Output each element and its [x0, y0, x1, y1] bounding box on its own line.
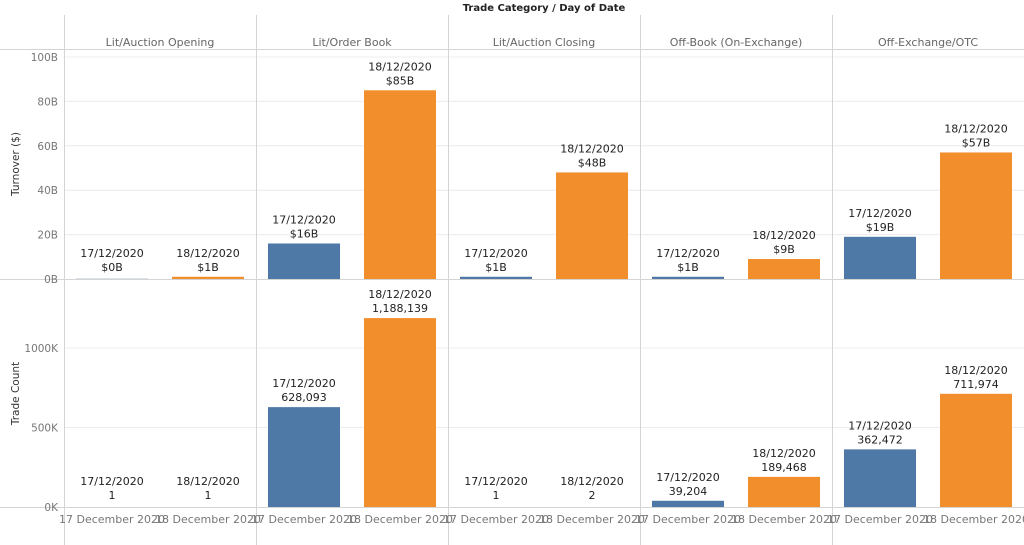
panel-header: Lit/Auction Opening: [106, 36, 215, 49]
panel-header: Off-Book (On-Exchange): [670, 36, 803, 49]
x-tick-label: 17 December 2020: [827, 513, 933, 526]
bar: [844, 449, 916, 507]
bar: [556, 172, 628, 279]
panel-header: Lit/Auction Closing: [493, 36, 596, 49]
bar-date-label: 17/12/2020: [656, 247, 719, 260]
bar-value-label: $19B: [866, 221, 895, 234]
bar: [652, 276, 724, 279]
x-tick-label: 17 December 2020: [635, 513, 741, 526]
bar-date-label: 18/12/2020: [368, 60, 431, 73]
bar-value-label: 2: [589, 489, 596, 502]
panel-header: Off-Exchange/OTC: [878, 36, 978, 49]
bar-date-label: 18/12/2020: [560, 142, 623, 155]
bar: [268, 243, 340, 279]
bar-date-label: 18/12/2020: [176, 247, 239, 260]
x-tick-label: 17 December 2020: [59, 513, 165, 526]
bar-date-label: 17/12/2020: [848, 419, 911, 432]
bar-date-label: 17/12/2020: [272, 213, 335, 226]
bar-date-label: 18/12/2020: [752, 229, 815, 242]
y-tick-label: 1000K: [24, 343, 59, 355]
bar: [748, 476, 820, 507]
panel-frame: [0, 15, 1024, 545]
bar-value-label: $16B: [290, 227, 319, 240]
bar: [172, 276, 244, 279]
x-tick-label: 17 December 2020: [251, 513, 357, 526]
bar: [268, 407, 340, 507]
x-tick-label: 18 December 2020: [539, 513, 645, 526]
bar-value-label: 711,974: [953, 378, 999, 391]
bar: [844, 236, 916, 279]
y-axis-title: Trade Count: [10, 362, 22, 426]
bar-date-label: 18/12/2020: [368, 288, 431, 301]
bar-value-label: 362,472: [857, 433, 903, 446]
bar-date-label: 17/12/2020: [656, 471, 719, 484]
bar-date-label: 18/12/2020: [560, 475, 623, 488]
bar: [460, 276, 532, 279]
bar-value-label: $1B: [677, 261, 699, 274]
bar-value-label: 628,093: [281, 391, 327, 404]
bar-value-label: 189,468: [761, 461, 807, 474]
bar-value-label: $1B: [197, 261, 219, 274]
bar-date-label: 17/12/2020: [848, 207, 911, 220]
y-axis-title: Turnover ($): [10, 132, 22, 197]
bar-date-label: 18/12/2020: [176, 475, 239, 488]
bar: [748, 259, 820, 279]
y-tick-label: 100B: [31, 52, 58, 64]
gridlines: [64, 56, 1024, 428]
x-tick-label: 18 December 2020: [923, 513, 1024, 526]
y-tick-label: 0B: [44, 274, 58, 286]
bar-date-label: 17/12/2020: [80, 475, 143, 488]
bar-value-label: 1: [493, 489, 500, 502]
bar-value-label: $57B: [962, 136, 991, 149]
chart-title: Trade Category / Day of Date: [463, 3, 626, 14]
y-tick-label: 20B: [37, 230, 58, 242]
y-tick-label: 80B: [37, 96, 58, 108]
labels: Lit/Auction Opening Lit/Order Book Lit/Auc…: [10, 36, 1024, 526]
panel-header: Lit/Order Book: [312, 36, 392, 49]
x-tick-label: 18 December 2020: [155, 513, 261, 526]
bar: [364, 90, 436, 279]
bars: [76, 90, 1012, 507]
bar-value-label: $48B: [578, 156, 607, 169]
bar-value-label: 1: [109, 489, 116, 502]
bar: [652, 500, 724, 507]
bar-date-label: 18/12/2020: [944, 364, 1007, 377]
bar-date-label: 17/12/2020: [272, 377, 335, 390]
bar-value-label: $9B: [773, 243, 795, 256]
x-tick-label: 18 December 2020: [731, 513, 837, 526]
bar-value-label: $0B: [101, 261, 123, 274]
y-tick-label: 0K: [44, 502, 59, 514]
bar-value-label: $1B: [485, 261, 507, 274]
x-tick-label: 17 December 2020: [443, 513, 549, 526]
bar-value-label: 1: [205, 489, 212, 502]
bar: [940, 393, 1012, 507]
bar-value-label: 1,188,139: [372, 302, 428, 315]
bar-value-label: $85B: [386, 74, 415, 87]
x-tick-label: 18 December 2020: [347, 513, 453, 526]
bar-value-label: 39,204: [669, 485, 708, 498]
y-tick-label: 500K: [31, 423, 59, 435]
y-tick-label: 60B: [37, 141, 58, 153]
bar: [940, 152, 1012, 279]
bar-date-label: 18/12/2020: [944, 122, 1007, 135]
bar-date-label: 17/12/2020: [464, 247, 527, 260]
bar-date-label: 17/12/2020: [464, 475, 527, 488]
y-tick-label: 40B: [37, 185, 58, 197]
bar-date-label: 18/12/2020: [752, 447, 815, 460]
bar: [364, 318, 436, 507]
bar-date-label: 17/12/2020: [80, 247, 143, 260]
